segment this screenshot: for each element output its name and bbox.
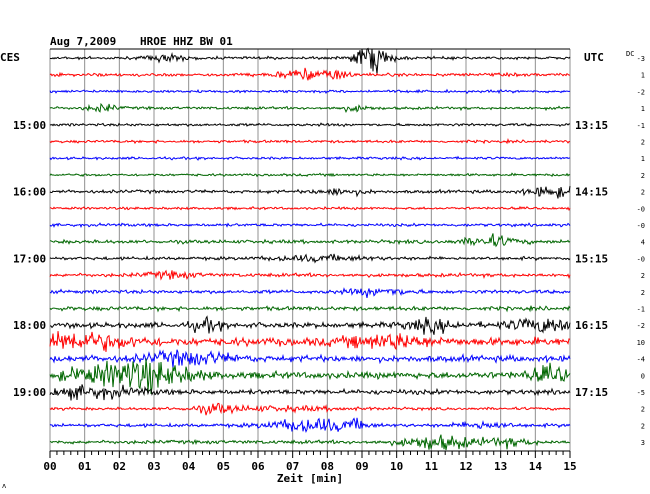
right-time-label: 15:15: [575, 252, 608, 265]
dc-offset-label: 2: [641, 172, 645, 180]
x-tick-label: 05: [217, 460, 230, 473]
left-time-label: 17:00: [13, 252, 46, 265]
seismic-traces: [49, 47, 571, 451]
dc-offset-label: -2: [637, 322, 645, 330]
dc-label: DC: [626, 50, 634, 58]
trace-line: [49, 402, 571, 416]
trace-line: [49, 287, 571, 299]
trace-line: [49, 47, 571, 74]
x-tick-label: 11: [425, 460, 439, 473]
x-tick-label: 04: [182, 460, 196, 473]
trace-line: [49, 349, 571, 369]
dc-offset-label: 10: [637, 339, 645, 347]
left-timezone: CES: [0, 51, 20, 64]
right-time-labels: 13:15 14:15 15:15 16:15 17:15: [575, 119, 608, 399]
header-date: Aug 7,2009: [50, 35, 116, 48]
right-time-label: 13:15: [575, 119, 608, 132]
trace-line: [49, 102, 571, 114]
corner-mark: ʌ: [2, 482, 6, 490]
dc-offset-label: -0: [637, 205, 645, 213]
x-axis-title: Zeit [min]: [277, 472, 343, 485]
trace-line: [49, 205, 571, 212]
x-tick-label: 06: [251, 460, 265, 473]
dc-offset-label: 4: [641, 239, 645, 247]
trace-line: [49, 122, 571, 128]
dc-offset-label: 2: [641, 189, 645, 197]
dc-offset-label: -0: [637, 222, 645, 230]
dc-offset-label: 0: [641, 372, 645, 380]
dc-offset-label: -2: [637, 88, 645, 96]
trace-line: [49, 434, 571, 451]
header-station: HROE HHZ BW 01: [140, 35, 233, 48]
trace-line: [49, 417, 571, 434]
x-tick-label: 09: [355, 460, 368, 473]
dc-offset-label: -5: [637, 389, 645, 397]
trace-line: [49, 315, 571, 335]
x-axis: 00 01 02 03 04 05 06 07 08 09 10 11 12 13 14 15: [43, 450, 577, 473]
grid-lines: [49, 48, 571, 451]
right-time-label: 16:15: [575, 319, 608, 332]
trace-line: [49, 155, 571, 161]
dc-offset-label: 3: [641, 439, 645, 447]
x-tick-label: 08: [321, 460, 334, 473]
x-tick-label: 13: [494, 460, 507, 473]
dc-offset-label: -1: [637, 306, 645, 314]
left-time-label: 16:00: [13, 186, 46, 199]
trace-line: [49, 358, 571, 395]
right-time-label: 14:15: [575, 186, 608, 199]
x-tick-label: 15: [563, 460, 576, 473]
trace-line: [49, 253, 571, 264]
trace-line: [49, 172, 571, 178]
trace-line: [49, 269, 571, 281]
trace-line: [49, 233, 571, 248]
left-time-labels: 15:00 16:00 17:00 18:00 19:00: [13, 119, 46, 399]
trace-line: [49, 331, 571, 352]
dc-offset-labels: -3 1 -2 1 -1 2 1 2 2 -0 -0 4 -0 2 2 -1 -2 10 -4 0 -5 2 2 3: [637, 55, 645, 447]
x-tick-label: 01: [78, 460, 92, 473]
trace-line: [49, 67, 571, 81]
dc-offset-label: 1: [641, 72, 645, 80]
dc-offset-label: -4: [637, 356, 645, 364]
x-tick-label: 14: [529, 460, 543, 473]
dc-offset-label: 1: [641, 155, 645, 163]
trace-line: [49, 384, 571, 401]
dc-offset-label: -3: [637, 55, 645, 63]
x-tick-label: 00: [43, 460, 56, 473]
dc-offset-label: -0: [637, 255, 645, 263]
right-timezone: UTC: [584, 51, 604, 64]
trace-line: [49, 185, 571, 199]
x-tick-label: 12: [459, 460, 472, 473]
trace-line: [49, 137, 571, 145]
left-time-label: 18:00: [13, 319, 46, 332]
dc-offset-label: 2: [641, 272, 645, 280]
right-time-label: 17:15: [575, 386, 608, 399]
dc-offset-label: -1: [637, 122, 645, 130]
left-time-label: 15:00: [13, 119, 46, 132]
trace-line: [49, 88, 571, 95]
dc-offset-label: 1: [641, 105, 645, 113]
dc-offset-label: 2: [641, 289, 645, 297]
dc-offset-label: 2: [641, 406, 645, 414]
x-tick-label: 02: [113, 460, 126, 473]
x-tick-label: 10: [390, 460, 403, 473]
trace-line: [49, 305, 571, 313]
x-tick-label: 07: [286, 460, 299, 473]
dc-offset-label: 2: [641, 422, 645, 430]
x-tick-label: 03: [147, 460, 160, 473]
dc-offset-label: 2: [641, 139, 645, 147]
left-time-label: 19:00: [13, 386, 46, 399]
trace-line: [49, 222, 571, 228]
